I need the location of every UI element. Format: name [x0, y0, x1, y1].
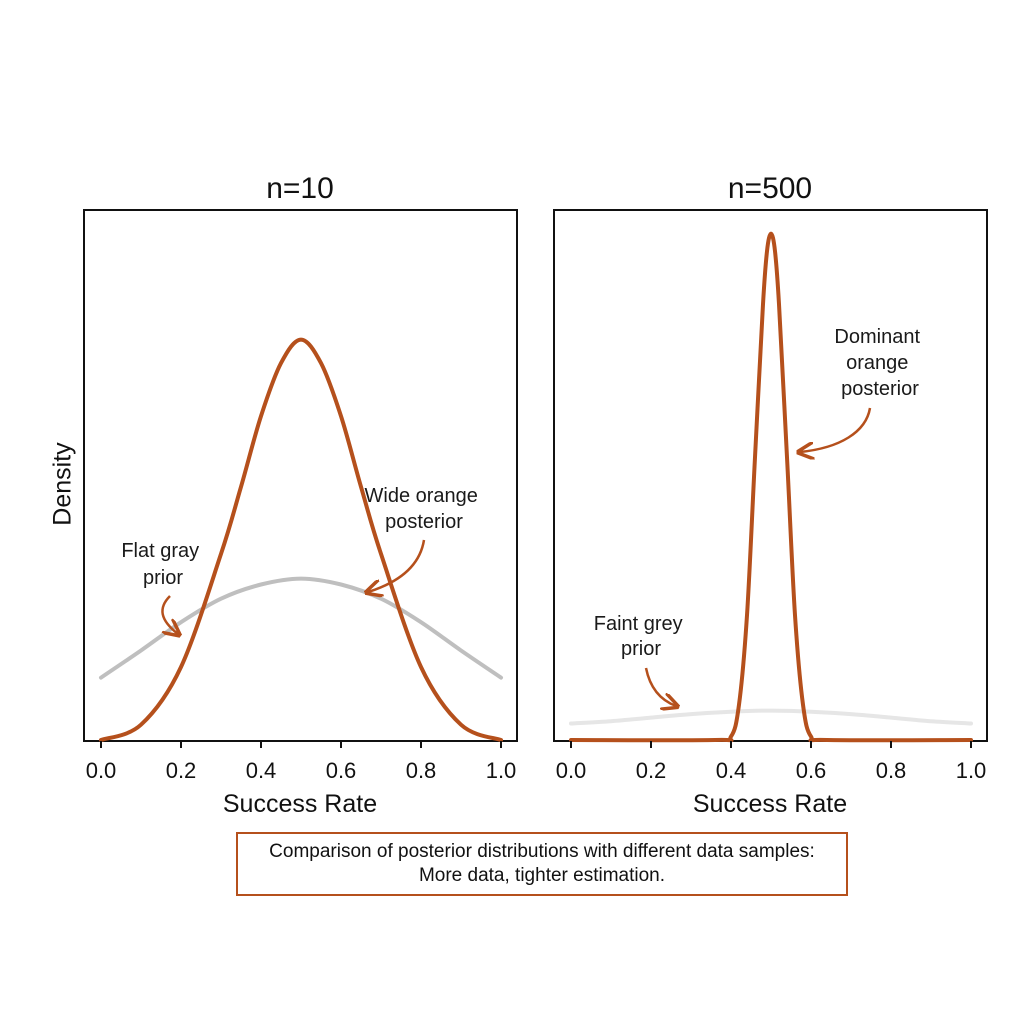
annotation-prior: Faint grey prior: [594, 613, 689, 660]
caption-line-2: More data, tighter estimation.: [418, 865, 666, 886]
panel-n500: n=500 0.0 0.2 0.4 0.6 0.8 1.0 Success Rate Fa…: [553, 172, 988, 818]
annotation-prior-arrow: [644, 667, 676, 706]
x-axis-label: Success Rate: [693, 790, 847, 818]
panel-title: n=10: [266, 172, 334, 205]
annotation-posterior: Dominant orange posterior: [834, 326, 925, 400]
posterior-curve: [569, 231, 973, 743]
x-tick-label: 1.0: [956, 758, 987, 783]
panel-title: n=500: [728, 172, 812, 205]
y-axis-label: Density: [49, 442, 77, 526]
caption-line-1: Comparison of posterior distributions wi…: [269, 841, 815, 862]
x-tick-label: 0.4: [716, 758, 747, 783]
annotation-posterior-arrow: [800, 407, 872, 452]
annotation-posterior-arrow: [368, 539, 426, 592]
x-tick-label: 0.4: [246, 758, 277, 783]
annotation-posterior: Wide orange posterior: [365, 485, 484, 533]
posterior-curve: [99, 337, 503, 742]
annotation-prior-arrow: [161, 595, 178, 634]
caption-box: Comparison of posterior distributions wi…: [236, 832, 848, 896]
panel-n10: n=10 0.0 0.2 0.4 0.6 0.8 1.0 Success Rate Fla…: [83, 172, 518, 818]
x-tick-label: 0.2: [636, 758, 667, 783]
x-tick-label: 0.0: [556, 758, 587, 783]
plot-frame: [553, 209, 988, 742]
x-axis-label: Success Rate: [223, 790, 377, 818]
prior-curve: [99, 576, 503, 680]
x-tick-label: 0.8: [876, 758, 907, 783]
x-tick-label: 1.0: [486, 758, 517, 783]
prior-curve: [569, 708, 973, 726]
plot-frame: [83, 209, 518, 742]
x-tick-label: 0.6: [326, 758, 357, 783]
annotation-prior: Flat gray prior: [121, 540, 204, 589]
x-tick-label: 0.2: [166, 758, 197, 783]
x-tick-label: 0.6: [796, 758, 827, 783]
x-tick-label: 0.8: [406, 758, 437, 783]
x-tick-label: 0.0: [86, 758, 117, 783]
